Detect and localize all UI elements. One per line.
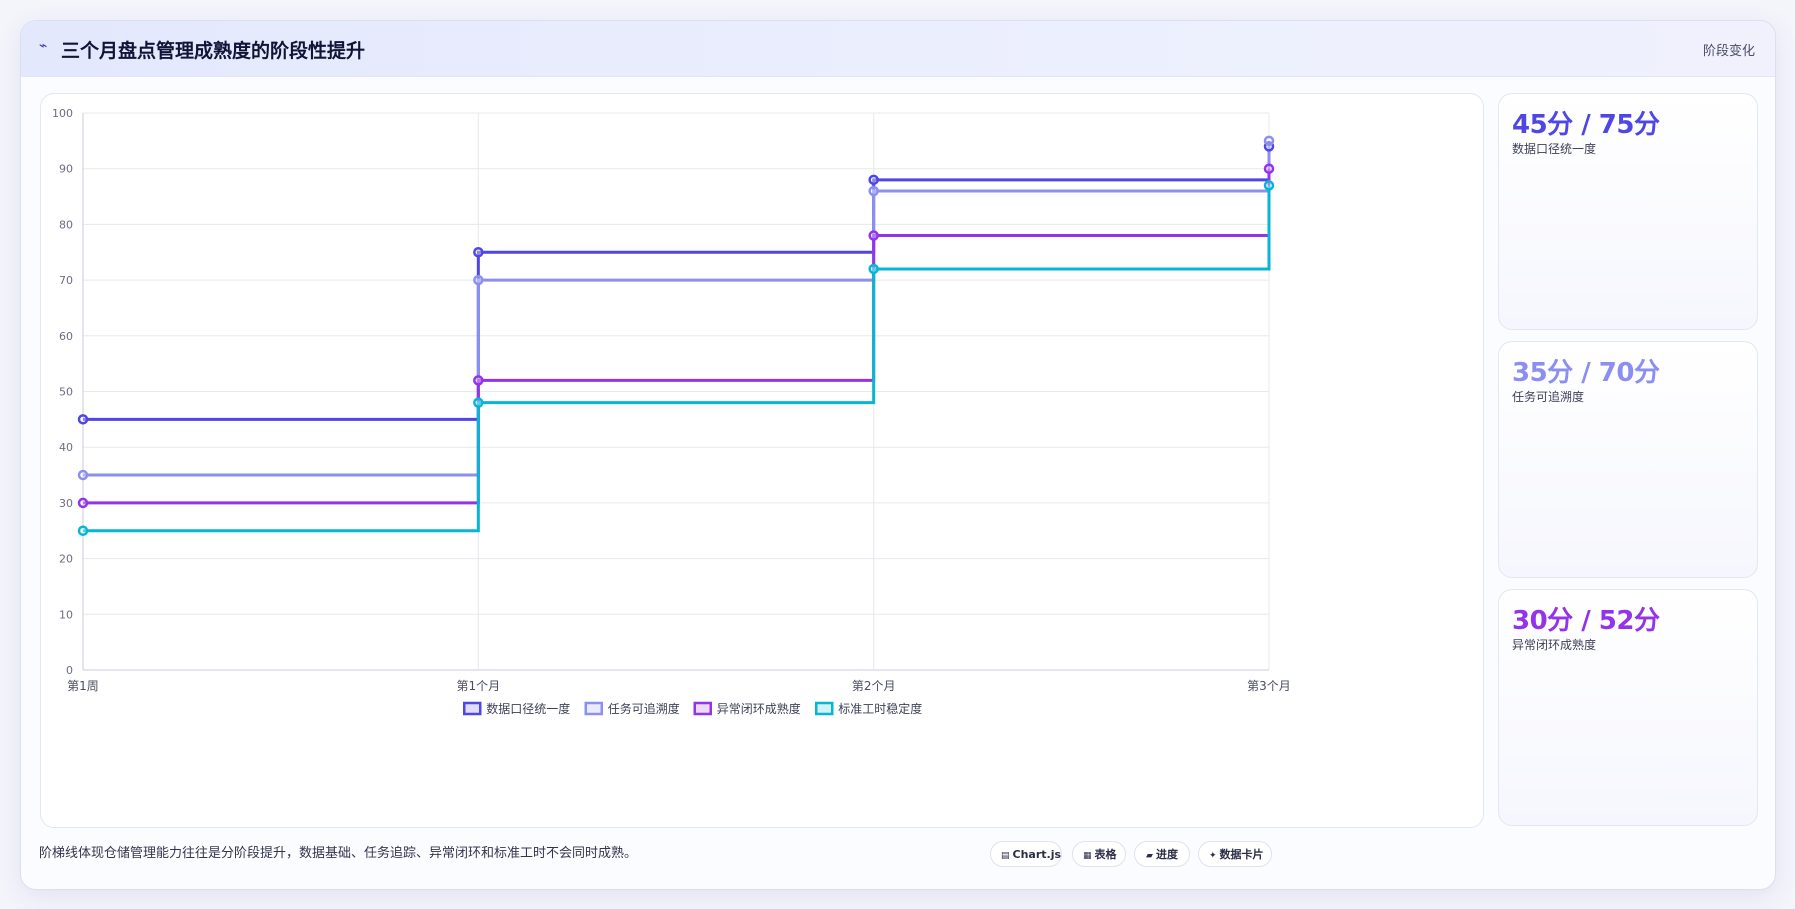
y-tick-label: 100 (52, 107, 73, 120)
pill-chartjs[interactable]: ▤ Chart.js (990, 841, 1062, 867)
x-tick-label: 第1周 (67, 679, 99, 693)
stat-card-exception-closure: 30分 / 52分 异常闭环成熟度 (1498, 589, 1758, 826)
legend-label-1: 任务可追溯度 (608, 701, 680, 716)
progress-icon: ▰ (1146, 851, 1153, 861)
data-point-2 (473, 375, 484, 386)
stat-label: 数据口径统一度 (1512, 142, 1597, 156)
data-point-3 (77, 525, 89, 536)
y-tick-label: 20 (59, 553, 73, 566)
data-point-2 (1263, 163, 1275, 174)
data-point-3 (868, 263, 879, 275)
series-line-3 (83, 185, 1271, 533)
data-point-1 (1263, 135, 1275, 147)
pill-data-card[interactable]: ✦ 数据卡片 (1198, 841, 1272, 867)
data-point-1 (868, 185, 879, 197)
stat-value: 35分 / 70分 (1512, 358, 1660, 388)
footer-note: 阶梯线体现仓储管理能力往往是分阶段提升，数据基础、任务追踪、异常闭环和标准工时不… (39, 846, 638, 861)
y-tick-label: 60 (59, 330, 73, 343)
data-point-0 (77, 414, 89, 425)
page-title: 三个月盘点管理成熟度的阶段性提升 (61, 40, 366, 62)
data-point-0 (473, 247, 484, 258)
pill-progress[interactable]: ▰ 进度 (1134, 841, 1190, 867)
x-tick-label: 第2个月 (852, 679, 896, 693)
pill-table[interactable]: ▦ 表格 (1072, 841, 1126, 867)
dashboard-panel: ⌁ 三个月盘点管理成熟度的阶段性提升 阶段变化 0 10 20 30 40 50 60 70 8… (20, 20, 1776, 890)
stat-card-task-traceability: 35分 / 70分 任务可追溯度 (1498, 341, 1758, 578)
data-point-3 (473, 397, 484, 408)
data-point-1 (473, 274, 484, 286)
pill-label: 进度 (1155, 848, 1178, 861)
header-tag: 阶段变化 (1702, 44, 1755, 59)
y-tick-label: 80 (59, 218, 73, 231)
legend-swatch-1 (584, 701, 603, 716)
y-tick-label: 0 (66, 664, 73, 677)
stat-label: 任务可追溯度 (1512, 390, 1585, 404)
stat-label: 异常闭环成熟度 (1512, 638, 1597, 652)
legend-swatch-2 (693, 701, 712, 716)
data-point-0 (868, 174, 879, 186)
y-tick-label: 10 (59, 608, 73, 621)
data-point-3 (1263, 180, 1275, 191)
legend-label-3: 标准工时稳定度 (838, 701, 922, 716)
pill-label: Chart.js (1012, 848, 1062, 861)
step-line-chart: 0 10 20 30 40 50 60 70 80 90 100 第1周 第1个月 第2个月 第3个月数据口… (52, 107, 1291, 716)
legend-label-0: 数据口径统一度 (486, 701, 570, 716)
stat-card-data-consistency: 45分 / 75分 数据口径统一度 (1498, 93, 1758, 330)
table-icon: ▦ (1083, 851, 1092, 861)
legend-swatch-0 (463, 701, 482, 716)
data-point-1 (77, 469, 89, 481)
panel-header: ⌁ 三个月盘点管理成熟度的阶段性提升 阶段变化 (21, 21, 1775, 77)
pill-label: 表格 (1094, 848, 1117, 861)
legend-swatch-3 (815, 701, 834, 716)
pill-label: 数据卡片 (1219, 848, 1264, 861)
chart-trend-icon: ⌁ (39, 38, 48, 54)
legend-label-2: 异常闭环成熟度 (717, 701, 801, 716)
y-tick-label: 30 (59, 497, 73, 510)
data-point-2 (868, 230, 879, 241)
x-tick-label: 第3个月 (1247, 679, 1291, 693)
series-line-1 (83, 140, 1271, 477)
x-tick-label: 第1个月 (457, 679, 501, 693)
data-point-2 (77, 497, 89, 509)
chart-card: 0 10 20 30 40 50 60 70 80 90 100 第1周 第1个月 第2个月 第3个月数据口… (40, 93, 1484, 828)
stat-value: 30分 / 52分 (1512, 606, 1660, 636)
chart-icon: ▤ (1001, 851, 1010, 861)
y-tick-label: 50 (59, 386, 73, 399)
series-line-0 (83, 146, 1271, 421)
y-tick-label: 90 (59, 163, 73, 176)
y-tick-label: 40 (59, 441, 73, 454)
sparkle-icon: ✦ (1209, 851, 1217, 861)
y-tick-label: 70 (59, 274, 73, 287)
stat-value: 45分 / 75分 (1512, 110, 1660, 140)
